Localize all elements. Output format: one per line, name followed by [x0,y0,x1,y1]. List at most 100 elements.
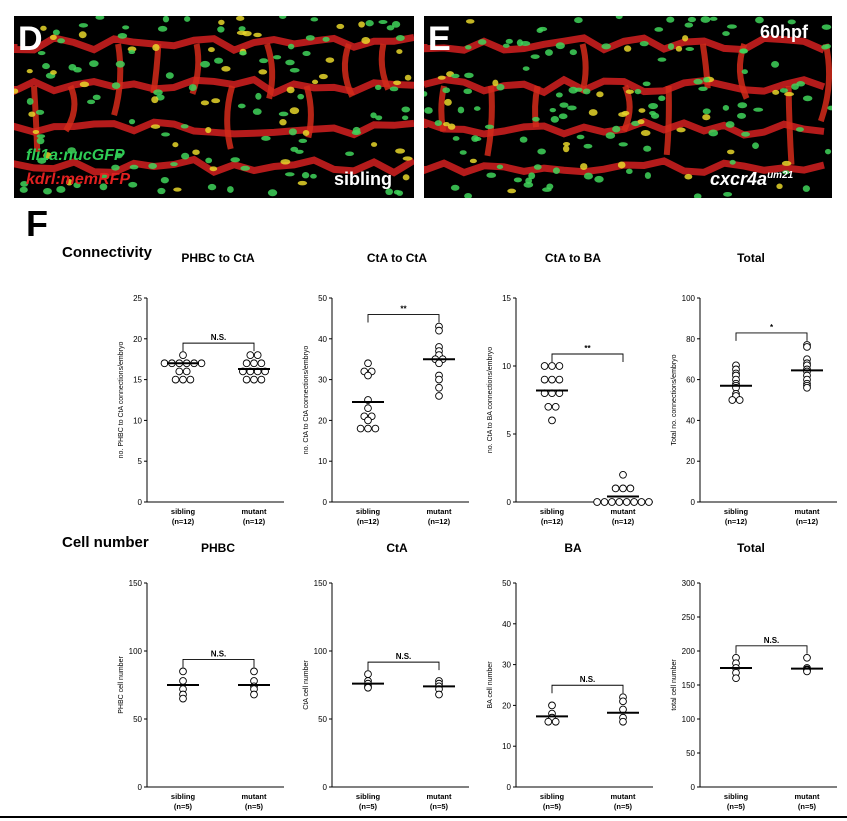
vessel-horizontal [424,157,825,177]
nucleus [128,50,136,55]
vessel-horizontal [14,118,414,139]
chart-title: CtA to BA [545,251,602,265]
nucleus [375,115,383,121]
y-tick-label: 25 [133,294,142,303]
nucleus [693,78,703,85]
vessel-vertical [111,43,124,117]
y-axis-label: BA cell number [487,661,494,709]
nucleus [111,82,121,89]
nucleus [26,68,33,74]
nucleus [50,70,57,75]
nucleus [217,26,225,33]
data-point [175,367,184,376]
nucleus [209,166,218,172]
nucleus [284,172,295,177]
nucleus [824,148,832,155]
nucleus [161,132,170,137]
y-tick-label: 0 [323,783,328,792]
nucleus [207,183,217,191]
nucleus [37,157,47,164]
data-point [544,717,553,726]
nucleus [737,102,748,109]
nucleus [36,137,45,145]
panel-e-micrograph: E 60hpf cxcr4aum21 [424,16,832,198]
nucleus [473,106,481,111]
panel-d-genotype-label: sibling [334,169,392,189]
data-point [435,326,443,335]
vessel-horizontal [424,75,826,97]
chart-title: Total [737,541,765,555]
nucleus [612,125,621,133]
y-axis-label: CtA cell number [303,660,310,710]
data-point [540,362,549,370]
nucleus [227,186,234,193]
y-tick-label: 0 [507,783,512,792]
nucleus [549,108,557,113]
nucleus [471,135,479,142]
nucleus [180,124,189,129]
nucleus [289,67,300,73]
nucleus [95,16,105,20]
nucleus [73,182,81,189]
connectivity-row-title: Connectivity [62,244,153,261]
significance-label: N.S. [396,652,412,661]
nucleus [78,23,89,28]
nucleus [43,152,52,159]
nucleus [205,127,212,134]
nucleus [546,183,554,190]
nucleus [396,190,404,196]
nucleus [693,193,702,198]
panel-f-letter: F [26,203,48,244]
y-tick-label: 50 [502,579,511,588]
data-point [548,375,556,384]
category-label: (n=12) [357,517,380,526]
nucleus [200,60,211,68]
category-label: mutant [611,507,637,516]
nucleus [385,188,393,196]
y-tick-label: 200 [682,647,696,656]
nucleus [218,19,225,26]
vessel-vertical [63,84,78,133]
data-point [622,498,631,506]
data-point [615,498,624,506]
nucleus [278,111,289,117]
category-label: sibling [724,792,749,801]
data-point [645,498,653,506]
bottom-rule [0,816,847,818]
nucleus [583,143,593,149]
nucleus [150,124,161,129]
data-point [728,396,737,404]
nucleus [555,42,565,50]
vessel-network [14,16,414,197]
category-label: sibling [171,507,196,516]
nucleus [151,96,159,104]
nucleus [582,88,591,95]
data-point [257,359,266,368]
nucleus [100,172,109,180]
nucleus [261,135,271,141]
significance-bracket [551,353,624,362]
data-point [179,677,187,685]
y-tick-label: 100 [682,715,696,724]
nucleus [157,187,166,195]
nucleus [638,108,646,113]
nucleus [657,57,667,62]
data-point [242,375,251,384]
nucleus [523,181,534,188]
nucleus [305,35,315,41]
nucleus [378,19,388,25]
nucleus [682,35,689,42]
chart-title: CtA to CtA [367,251,428,265]
nucleus [568,86,578,94]
data-point [435,383,443,392]
nucleus [214,57,224,64]
category-label: (n=5) [359,802,378,811]
data-point [197,359,206,368]
nucleus [465,19,475,24]
nucleus [240,165,250,171]
nucleus [684,173,693,180]
nucleus [522,66,530,71]
chart-title: PHBC [201,541,235,555]
